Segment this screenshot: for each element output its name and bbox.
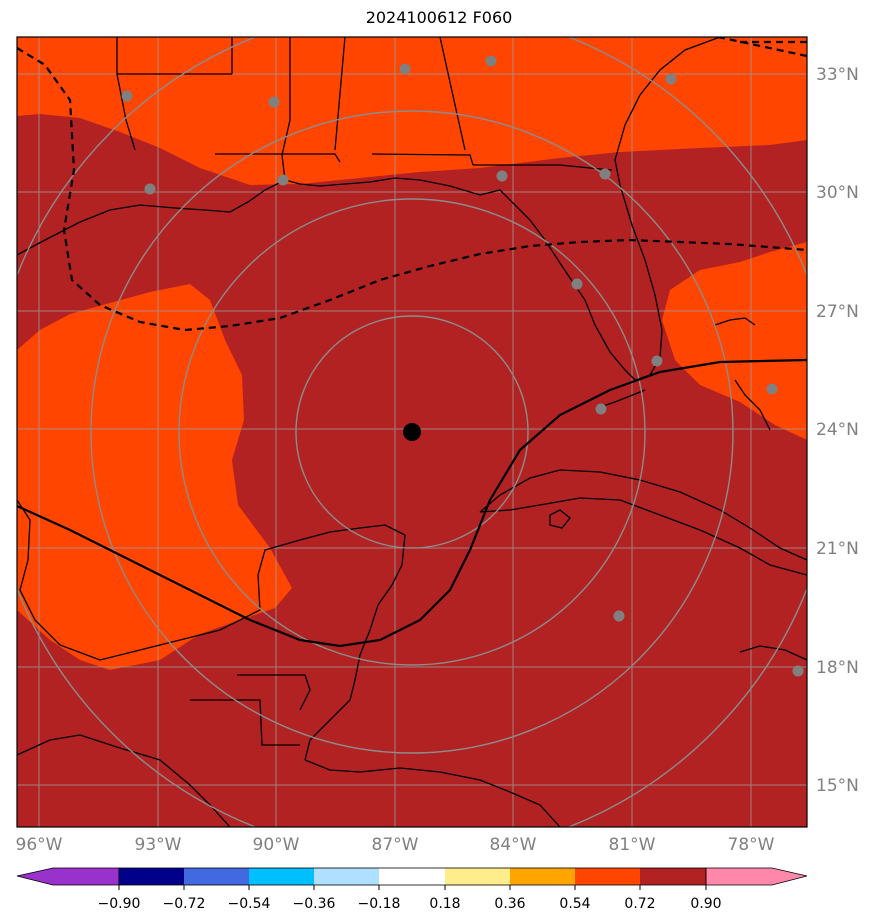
range-ring-1 <box>295 315 529 549</box>
dashed-contour-north <box>717 37 807 58</box>
colorbar-extend-high <box>705 867 808 886</box>
colorbar-segment <box>249 868 314 885</box>
colorbar-segment <box>119 868 184 885</box>
colorbar-tick-label: 0.72 <box>624 896 655 912</box>
lat-label: 24°N <box>816 420 859 440</box>
station-dot <box>792 665 804 677</box>
station-dot <box>268 96 280 108</box>
station-dot <box>651 355 663 367</box>
lon-label: 78°W <box>728 835 775 855</box>
colorbar-tick-label: 0.90 <box>690 896 721 912</box>
station-dot <box>121 90 133 102</box>
station-dot <box>595 403 607 415</box>
colorbar-tick-label: −0.54 <box>228 896 271 912</box>
colorbar-segment <box>640 868 706 885</box>
lat-label: 15°N <box>816 776 859 796</box>
colorbar-segment <box>445 868 510 885</box>
map-title: 2024100612 F060 <box>365 8 513 27</box>
lat-label: 33°N <box>816 65 859 85</box>
station-dot <box>144 183 156 195</box>
station-dot <box>665 73 677 85</box>
dashed-contours <box>17 37 807 332</box>
colorbar-segment <box>510 868 575 885</box>
station-dot <box>613 610 625 622</box>
lon-label: 93°W <box>135 835 182 855</box>
map-frame <box>16 36 808 828</box>
colorbar-tick-label: −0.36 <box>293 896 336 912</box>
lat-label: 21°N <box>816 539 859 559</box>
lat-label: 27°N <box>816 302 859 322</box>
station-dot <box>766 383 778 395</box>
station-dot <box>485 55 497 67</box>
range-rings <box>17 37 807 827</box>
colorbar-segment <box>575 868 640 885</box>
lat-label: 18°N <box>816 658 859 678</box>
colorbar-tick-label: 0.36 <box>494 896 525 912</box>
lon-label: 87°W <box>372 835 419 855</box>
lat-label: 30°N <box>816 183 859 203</box>
colorbar-extend-low <box>16 867 120 886</box>
colorbar: −0.90 −0.72 −0.54 −0.36 −0.18 0.18 0.36 … <box>16 867 808 912</box>
latitude-axis: 33°N 30°N 27°N 24°N 21°N 18°N 15°N <box>816 65 859 796</box>
longitude-axis: 96°W 93°W 90°W 87°W 84°W 81°W 78°W <box>16 835 775 855</box>
range-ring-3 <box>90 110 734 754</box>
colorbar-tick-label: 0.18 <box>429 896 460 912</box>
colorbar-tick-label: −0.72 <box>163 896 206 912</box>
colorbar-tick-label: −0.90 <box>98 896 141 912</box>
colorbar-tick-label: −0.18 <box>358 896 401 912</box>
station-dot <box>399 63 411 75</box>
station-dots <box>121 55 804 677</box>
range-ring-2 <box>178 198 646 666</box>
colorbar-segment <box>379 868 445 885</box>
storm-center-marker <box>403 423 421 441</box>
colorbar-segment <box>314 868 379 885</box>
lon-label: 90°W <box>253 835 300 855</box>
station-dot <box>599 168 611 180</box>
lon-label: 81°W <box>609 835 656 855</box>
station-dot <box>277 174 289 186</box>
colorbar-segment <box>184 868 249 885</box>
lon-label: 96°W <box>16 835 63 855</box>
colorbar-tick-label: 0.54 <box>559 896 590 912</box>
station-dot <box>571 278 583 290</box>
field-orange-west <box>17 284 292 670</box>
solid-contour <box>17 358 807 648</box>
lon-label: 84°W <box>490 835 537 855</box>
map-plot-area <box>17 37 807 827</box>
station-dot <box>496 170 508 182</box>
